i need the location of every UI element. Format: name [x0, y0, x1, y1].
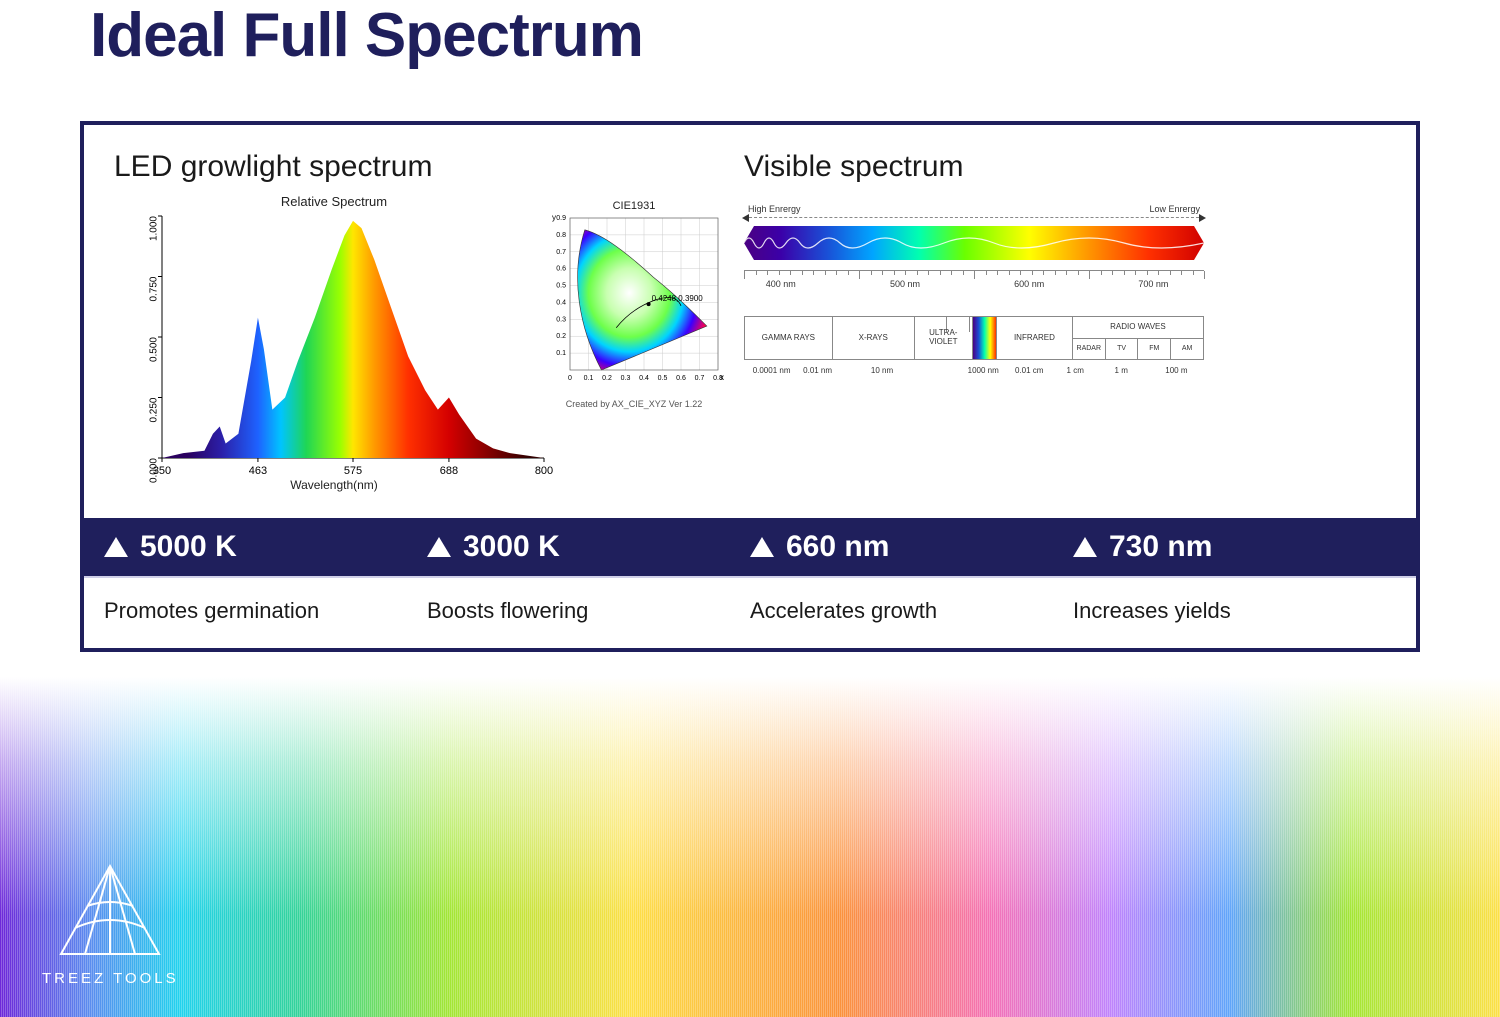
visible-gradient-bar — [744, 226, 1204, 260]
wavelength-tick-label: 700 nm — [1138, 279, 1168, 289]
svg-text:0.2: 0.2 — [556, 333, 566, 340]
svg-text:0.5: 0.5 — [658, 375, 668, 382]
svg-text:0.4: 0.4 — [639, 375, 649, 382]
svg-text:0.3: 0.3 — [556, 316, 566, 323]
triangle-icon — [1073, 537, 1097, 557]
em-cell-ir: INFRARED — [997, 317, 1073, 359]
logo-icon — [55, 862, 165, 962]
em-tick-label: 10 nm — [871, 366, 893, 375]
radio-radar: RADAR — [1073, 339, 1106, 359]
low-energy-label: Low Enrergy — [1149, 204, 1200, 214]
brand-name: TREEZ TOOLS — [42, 970, 179, 987]
spec-730nm: 730 nm — [1073, 530, 1396, 564]
svg-text:350: 350 — [153, 465, 171, 477]
em-cell-xray: X-RAYS — [833, 317, 915, 359]
wavelength-tick-label: 400 nm — [766, 279, 796, 289]
svg-text:463: 463 — [249, 465, 267, 477]
main-panel: LED growlight spectrum Relative Spectrum… — [80, 121, 1420, 652]
triangle-icon — [750, 537, 774, 557]
wavelength-tick-label: 500 nm — [890, 279, 920, 289]
em-cell-visible — [973, 317, 997, 359]
spec-band: 5000 K 3000 K 660 nm 730 nm — [84, 518, 1416, 576]
svg-text:1.000: 1.000 — [149, 216, 160, 241]
svg-text:0.1: 0.1 — [584, 375, 594, 382]
visible-spectrum-title: Visible spectrum — [744, 150, 1386, 184]
benefit-yields: Increases yields — [1073, 598, 1396, 624]
em-cell-uv: ULTRA-VIOLET — [915, 317, 973, 359]
svg-text:0.4248,0.3900: 0.4248,0.3900 — [652, 294, 704, 303]
svg-text:0.3: 0.3 — [621, 375, 631, 382]
svg-text:0.7: 0.7 — [556, 249, 566, 256]
benefit-flowering: Boosts flowering — [427, 598, 750, 624]
em-cell-radio: RADIO WAVES RADAR TV FM AM — [1073, 317, 1203, 359]
cie-diagram: CIE1931 0 0.1 0.2 0.3 0.4 0.5 0.6 0.7 0.8 0.1 0.2 0… — [544, 200, 724, 409]
benefit-germination: Promotes germination — [104, 598, 427, 624]
spectrum-xlabel: Wavelength(nm) — [290, 478, 378, 492]
radio-am: AM — [1171, 339, 1203, 359]
svg-text:0.750: 0.750 — [149, 276, 160, 301]
page-title: Ideal Full Spectrum — [0, 0, 1500, 91]
em-tick-label: 0.0001 nm — [753, 366, 791, 375]
svg-text:0.4: 0.4 — [556, 299, 566, 306]
svg-text:0.7: 0.7 — [695, 375, 705, 382]
svg-text:0.250: 0.250 — [149, 397, 160, 422]
led-spectrum-title: LED growlight spectrum — [114, 150, 724, 184]
spec-3000k: 3000 K — [427, 530, 750, 564]
em-spectrum-table: GAMMA RAYS X-RAYS ULTRA-VIOLET INFRARED … — [744, 316, 1204, 360]
wavelength-scale: 400 nm 500 nm 600 nm 700 nm — [744, 270, 1204, 300]
svg-text:688: 688 — [440, 465, 458, 477]
svg-text:y: y — [552, 213, 556, 222]
relative-spectrum-chart: Relative Spectrum 0.0000.2500.5000.7501.… — [114, 198, 554, 488]
svg-text:x: x — [720, 373, 724, 382]
em-tick-label: 0.01 nm — [803, 366, 832, 375]
benefit-growth: Accelerates growth — [750, 598, 1073, 624]
cie-title: CIE1931 — [544, 200, 724, 212]
svg-text:0.6: 0.6 — [676, 375, 686, 382]
em-cell-gamma: GAMMA RAYS — [745, 317, 833, 359]
visible-spectrum-section: Visible spectrum High Enrergy Low Enrerg… — [744, 150, 1386, 488]
svg-text:0.5: 0.5 — [556, 283, 566, 290]
led-spectrum-section: LED growlight spectrum Relative Spectrum… — [114, 150, 724, 488]
svg-text:0.1: 0.1 — [556, 350, 566, 357]
energy-arrow — [744, 217, 1204, 218]
cie-caption: Created by AX_CIE_XYZ Ver 1.22 — [544, 399, 724, 409]
spec-660nm: 660 nm — [750, 530, 1073, 564]
em-tick-label: 1 cm — [1067, 366, 1084, 375]
em-wavelength-scale: 0.0001 nm 0.01 nm 10 nm 1000 nm 0.01 cm 1 cm 1… — [744, 366, 1204, 390]
em-tick-label: 1000 nm — [968, 366, 999, 375]
high-energy-label: High Enrergy — [748, 204, 801, 214]
svg-text:0: 0 — [568, 375, 572, 382]
svg-text:0.9: 0.9 — [556, 215, 566, 222]
footer-rainbow — [0, 677, 1500, 1017]
wavelength-tick-label: 600 nm — [1014, 279, 1044, 289]
svg-text:0.8: 0.8 — [556, 232, 566, 239]
em-tick-label: 100 m — [1165, 366, 1187, 375]
svg-text:0.2: 0.2 — [602, 375, 612, 382]
triangle-icon — [427, 537, 451, 557]
em-tick-label: 1 m — [1115, 366, 1128, 375]
brand-logo: TREEZ TOOLS — [42, 862, 179, 987]
spec-5000k: 5000 K — [104, 530, 427, 564]
svg-text:0.6: 0.6 — [556, 266, 566, 273]
radio-tv: TV — [1106, 339, 1139, 359]
svg-text:0.500: 0.500 — [149, 337, 160, 362]
em-tick-label: 0.01 cm — [1015, 366, 1043, 375]
svg-text:800: 800 — [535, 465, 553, 477]
radio-fm: FM — [1138, 339, 1171, 359]
svg-text:575: 575 — [344, 465, 362, 477]
triangle-icon — [104, 537, 128, 557]
benefit-row: Promotes germination Boosts flowering Ac… — [84, 576, 1416, 648]
